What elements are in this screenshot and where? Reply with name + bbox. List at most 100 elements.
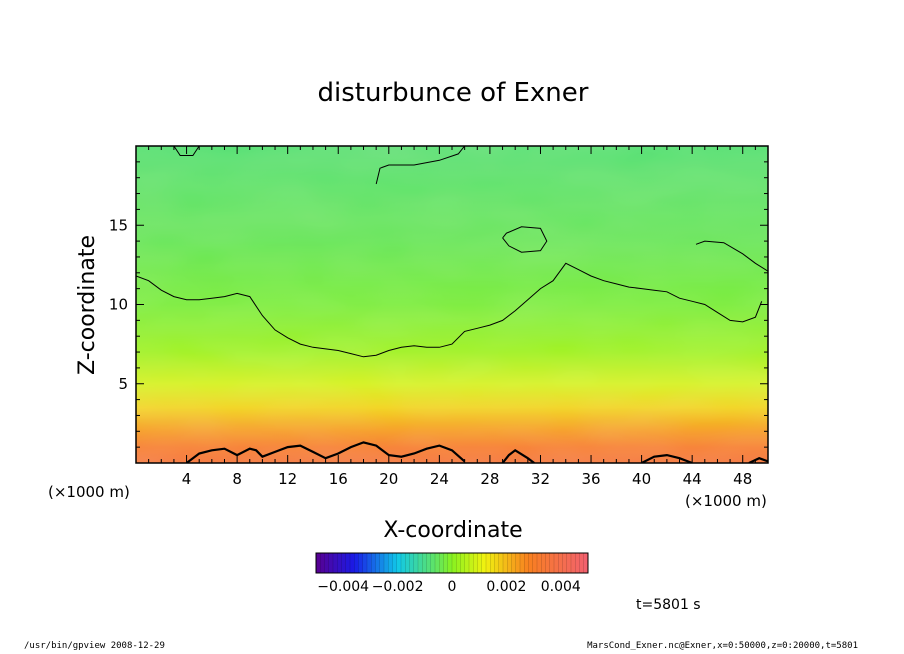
colorbar-cell bbox=[371, 553, 376, 573]
colorbar-cell bbox=[515, 553, 521, 573]
contour-lines bbox=[136, 146, 768, 463]
colorbar-cell bbox=[566, 553, 572, 573]
colorbar-cell bbox=[435, 553, 440, 573]
colorbar-tick-label: 0.004 bbox=[541, 579, 581, 595]
colorbar-cell bbox=[486, 553, 491, 573]
colorbar-cell bbox=[524, 553, 529, 573]
colorbar-cell bbox=[405, 553, 410, 573]
colorbar-cell bbox=[520, 553, 525, 573]
colorbar-cell bbox=[473, 553, 478, 573]
x-tick-label: 8 bbox=[232, 470, 242, 488]
colorbar-cell bbox=[562, 553, 568, 573]
x-tick-label: 28 bbox=[480, 470, 499, 488]
x-tick-label: 36 bbox=[581, 470, 600, 488]
y-axis-label: Z-coordinate bbox=[75, 235, 100, 375]
colorbar-cell bbox=[545, 553, 551, 573]
x-tick-label: 24 bbox=[430, 470, 449, 488]
colorbar-cell bbox=[443, 553, 449, 573]
heatmap-field bbox=[136, 146, 768, 463]
colorbar-cell bbox=[401, 553, 406, 573]
colorbar-cell bbox=[345, 553, 351, 573]
colorbar-cell bbox=[549, 553, 555, 573]
colorbar-cell bbox=[392, 553, 398, 573]
colorbar-cell bbox=[316, 553, 321, 573]
y-axis: 5 10 15 bbox=[109, 161, 768, 448]
colorbar-cell bbox=[354, 553, 359, 573]
contour-line-strong bbox=[501, 448, 535, 463]
colorbar-cell bbox=[575, 553, 580, 573]
colorbar-cell bbox=[528, 553, 534, 573]
time-label: t=5801 s bbox=[636, 597, 701, 613]
chart-title: disturbunce of Exner bbox=[318, 78, 589, 108]
colorbar-cell bbox=[507, 553, 512, 573]
colorbar-cell bbox=[333, 553, 338, 573]
colorbar-cell bbox=[532, 553, 538, 573]
colorbar-cell bbox=[384, 553, 389, 573]
colorbar-cell bbox=[439, 553, 444, 573]
colorbar-cell bbox=[498, 553, 504, 573]
colorbar-frame bbox=[315, 552, 589, 574]
y-tick-label: 10 bbox=[109, 296, 128, 314]
colorbar-cell bbox=[494, 553, 500, 573]
colorbar-cell bbox=[511, 553, 517, 573]
contour-line-strong bbox=[641, 453, 693, 463]
x-axis-label: X-coordinate bbox=[383, 518, 522, 543]
heatmap-texture bbox=[136, 146, 768, 463]
x-axis: 4 8 12 16 20 24 28 32 36 40 44 48 bbox=[148, 146, 769, 488]
colorbar-cell bbox=[379, 553, 385, 573]
x-unit-left: (×1000 m) bbox=[48, 483, 130, 501]
colorbar-cell bbox=[320, 553, 325, 573]
colorbar-cell bbox=[481, 553, 487, 573]
colorbar-cell bbox=[558, 553, 563, 573]
colorbar-cell bbox=[464, 553, 470, 573]
colorbar-cell bbox=[358, 553, 364, 573]
colorbar-cell bbox=[456, 553, 461, 573]
colorbar-cell bbox=[537, 553, 542, 573]
colorbar-cell bbox=[579, 553, 585, 573]
colorbar-cell bbox=[396, 553, 402, 573]
colorbar-cell bbox=[328, 553, 334, 573]
colorbar-cell bbox=[571, 553, 576, 573]
colorbar: −0.004 −0.002 0 0.002 0.004 bbox=[315, 552, 589, 595]
colorbar-cell bbox=[426, 553, 432, 573]
colorbar-cell bbox=[409, 553, 415, 573]
colorbar-cell bbox=[324, 553, 330, 573]
colorbar-cell bbox=[469, 553, 474, 573]
colorbar-cell bbox=[375, 553, 381, 573]
contour-line bbox=[375, 146, 465, 185]
colorbar-cell bbox=[452, 553, 457, 573]
colorbar-cell bbox=[541, 553, 546, 573]
colorbar-cell bbox=[477, 553, 483, 573]
x-tick-label: 4 bbox=[182, 470, 192, 488]
footer-left: /usr/bin/gpview 2008-12-29 bbox=[24, 641, 165, 651]
colorbar-cell bbox=[388, 553, 393, 573]
x-tick-label: 48 bbox=[733, 470, 752, 488]
colorbar-cell bbox=[350, 553, 355, 573]
colorbar-cell bbox=[583, 553, 589, 573]
colorbar-cell bbox=[422, 553, 427, 573]
colorbar-tick-label: −0.002 bbox=[372, 579, 424, 595]
colorbar-cell bbox=[430, 553, 436, 573]
contour-line-strong bbox=[185, 441, 466, 463]
x-tick-label: 40 bbox=[632, 470, 651, 488]
colorbar-cell bbox=[503, 553, 508, 573]
contour-line bbox=[173, 146, 200, 156]
x-tick-label: 12 bbox=[278, 470, 297, 488]
colorbar-cell bbox=[341, 553, 347, 573]
x-tick-label: 20 bbox=[379, 470, 398, 488]
y-tick-label: 15 bbox=[109, 216, 128, 234]
colorbar-tick-label: 0.002 bbox=[486, 579, 526, 595]
colorbar-cell bbox=[367, 553, 372, 573]
x-tick-label: 16 bbox=[329, 470, 348, 488]
x-unit-right: (×1000 m) bbox=[685, 492, 767, 510]
colorbar-cell bbox=[490, 553, 495, 573]
footer-right: MarsCond_Exner.nc@Exner,x=0:50000,z=0:20… bbox=[587, 641, 858, 651]
x-tick-label: 32 bbox=[531, 470, 550, 488]
y-tick-label: 5 bbox=[118, 375, 128, 393]
colorbar-tick-label: −0.004 bbox=[317, 579, 369, 595]
colorbar-tick-label: 0 bbox=[448, 579, 457, 595]
contour-line-strong bbox=[748, 457, 768, 463]
contour-line bbox=[695, 240, 768, 272]
x-tick-label: 44 bbox=[683, 470, 702, 488]
